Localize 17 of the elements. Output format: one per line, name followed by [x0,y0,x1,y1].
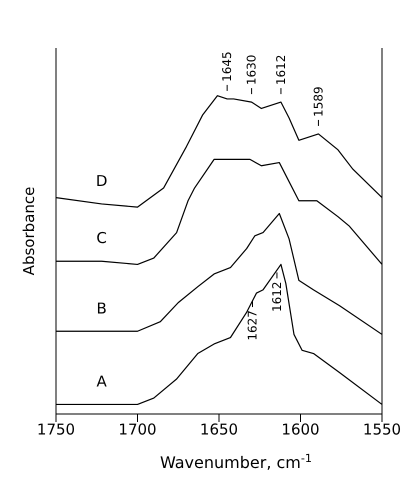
series-label: A [96,372,108,390]
series-label: C [96,229,107,248]
x-tick-label: 1750 [36,420,76,439]
annotation: 1645 [220,51,234,82]
series-label: B [96,299,107,318]
x-axis-title: Wavenumber, cm$^{-1}$ [160,452,312,472]
y-axis-title: Absorbance [20,186,38,276]
x-tick-label: 1600 [281,420,320,439]
annotation: 1627 [245,310,260,341]
annotation: 1612 [274,54,288,86]
x-tick-label: 1550 [362,420,402,439]
series-label: D [96,172,108,190]
annotation: 1612 [270,281,284,312]
x-tick-label: 1700 [118,420,157,439]
annotation: 1589 [311,86,326,117]
x-tick-label: 1650 [200,420,238,439]
annotation: 1630 [244,54,259,86]
